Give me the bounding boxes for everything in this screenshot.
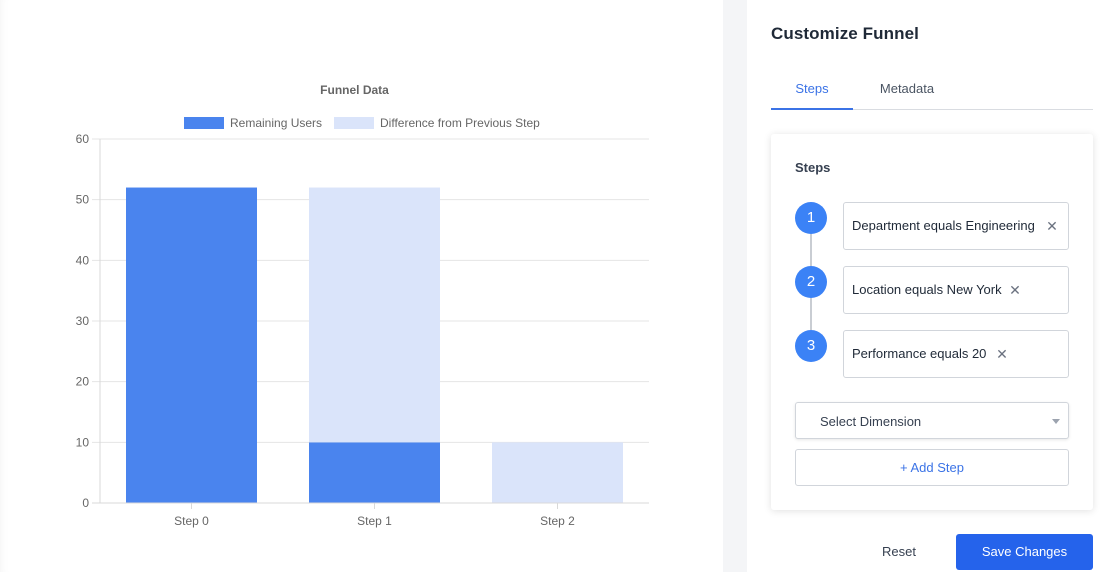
panel-title: Customize Funnel (771, 24, 919, 43)
close-icon[interactable]: ✕ (996, 346, 1008, 362)
steps-card: Steps 1 Department equals Engineering ✕ … (771, 134, 1093, 510)
step-3-label: Performance equals 20 (852, 346, 987, 361)
bar-difference-1 (309, 187, 440, 443)
customize-panel: Customize Funnel Steps Metadata Steps 1 … (747, 0, 1108, 572)
y-tick-label: 30 (76, 314, 90, 328)
step-number-1: 1 (795, 202, 827, 234)
step-1-filter[interactable]: Department equals Engineering ✕ (843, 202, 1069, 250)
close-icon[interactable]: ✕ (1046, 218, 1058, 234)
y-tick-label: 40 (76, 253, 90, 267)
x-tick-label: Step 0 (174, 514, 209, 528)
tab-bar: Steps Metadata (771, 72, 1093, 110)
step-2-filter[interactable]: Location equals New York ✕ (843, 266, 1069, 314)
step-connector (810, 298, 812, 330)
x-tick-label: Step 1 (357, 514, 392, 528)
bar-remaining-0 (126, 187, 257, 504)
save-changes-button[interactable]: Save Changes (956, 534, 1093, 570)
y-tick-label: 20 (76, 375, 90, 389)
y-tick-label: 60 (76, 132, 90, 146)
steps-heading: Steps (795, 160, 831, 175)
funnel-chart: Funnel Data Remaining Users Difference fro… (76, 83, 649, 528)
step-connector (810, 234, 812, 266)
add-step-button[interactable]: + Add Step (795, 449, 1069, 486)
bar-difference-2 (492, 442, 623, 503)
tab-metadata[interactable]: Metadata (879, 81, 935, 96)
step-number-2: 2 (795, 266, 827, 298)
y-tick-label: 10 (76, 435, 90, 449)
legend-label-1: Difference from Previous Step (380, 116, 540, 130)
close-icon[interactable]: ✕ (1009, 282, 1021, 298)
step-3-filter[interactable]: Performance equals 20 ✕ (843, 330, 1069, 378)
chevron-down-icon (1052, 419, 1060, 424)
step-2-label: Location equals New York (852, 282, 1002, 297)
chart-title: Funnel Data (320, 83, 389, 97)
tab-steps[interactable]: Steps (771, 72, 853, 110)
bar-remaining-1 (309, 442, 440, 503)
y-tick-label: 0 (82, 496, 89, 510)
reset-button[interactable]: Reset (882, 544, 916, 559)
step-number-3: 3 (795, 330, 827, 362)
y-tick-label: 50 (76, 193, 90, 207)
funnel-chart-card: Funnel Data Remaining Users Difference fro… (0, 0, 723, 572)
legend-swatch-0 (184, 117, 224, 129)
x-tick-label: Step 2 (540, 514, 575, 528)
legend-swatch-1 (334, 117, 374, 129)
dimension-select[interactable]: Select Dimension (795, 402, 1069, 439)
select-value: Select Dimension (820, 414, 922, 429)
step-1-label: Department equals Engineering (852, 218, 1035, 233)
legend-label-0: Remaining Users (230, 116, 322, 130)
